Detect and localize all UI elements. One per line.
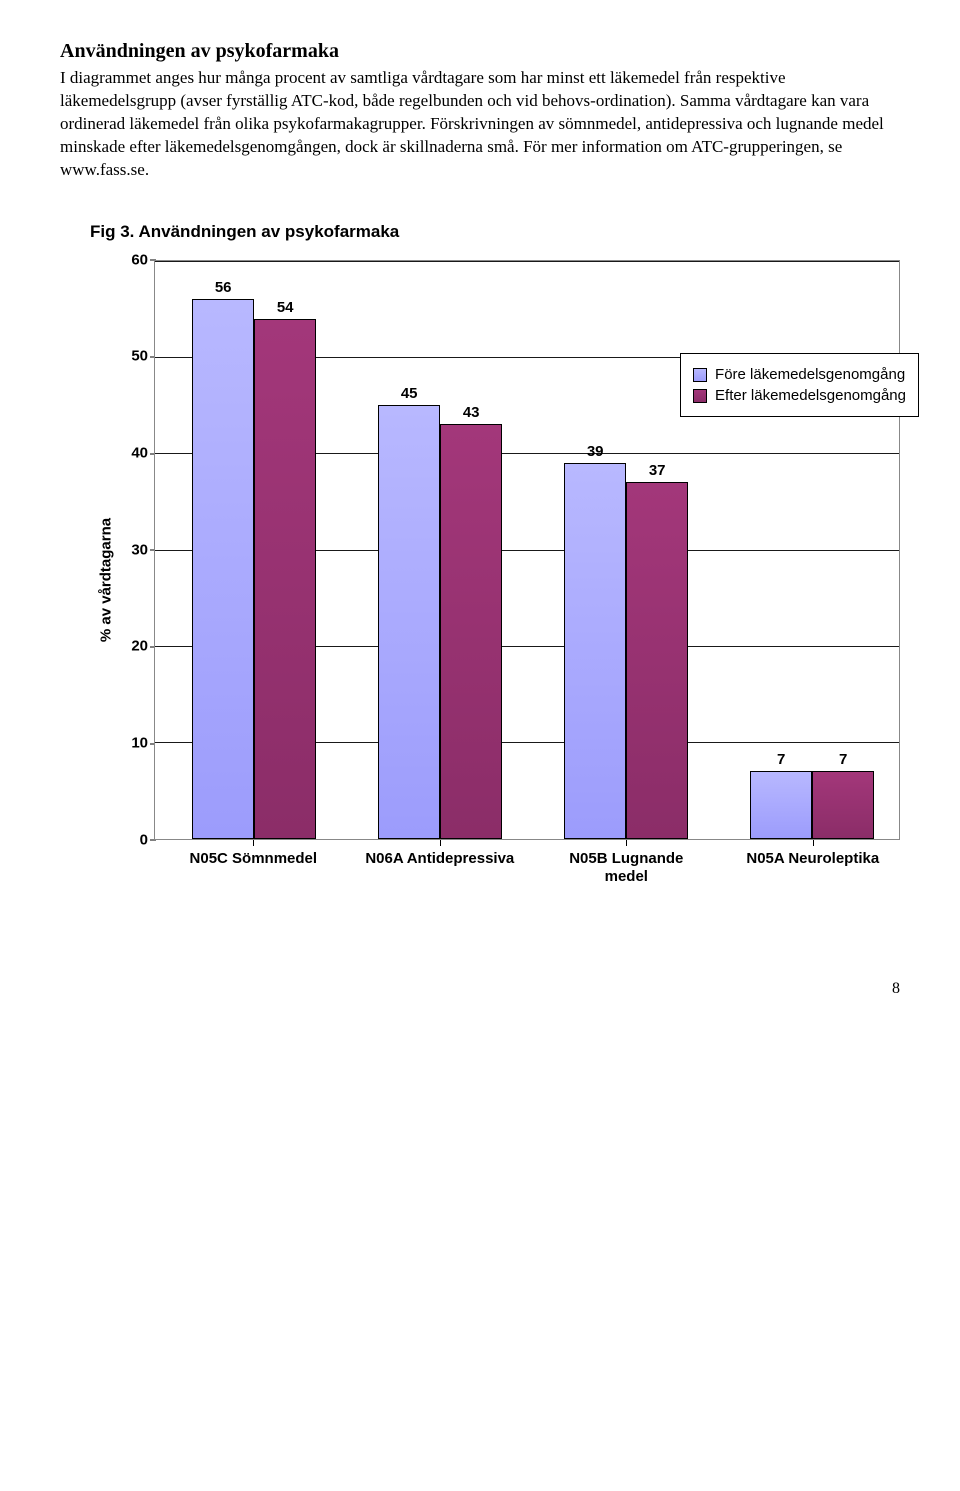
legend-label: Före läkemedelsgenomgång (715, 366, 905, 383)
legend-item: Efter läkemedelsgenomgång (693, 387, 906, 404)
chart: % av vårdtagarna 0102030405060 565445433… (60, 260, 900, 900)
x-tick-mark (253, 840, 254, 846)
chart-title: Fig 3. Användningen av psykofarmaka (90, 222, 900, 242)
bar-value-label: 45 (401, 385, 418, 402)
bar: 43 (440, 424, 502, 838)
bar-value-label: 7 (777, 751, 785, 768)
bar-value-label: 56 (215, 279, 232, 296)
bar: 56 (192, 299, 254, 838)
bar-value-label: 39 (587, 443, 604, 460)
y-tick: 40 (108, 445, 148, 462)
x-axis-label: N05A Neuroleptika (728, 850, 898, 868)
x-tick-mark (813, 840, 814, 846)
y-tick: 0 (108, 831, 148, 848)
bar: 54 (254, 319, 316, 839)
y-tick: 20 (108, 638, 148, 655)
bar: 37 (626, 482, 688, 838)
legend-swatch (693, 389, 707, 403)
x-axis-label: N05B Lugnandemedel (541, 850, 711, 886)
legend-item: Före läkemedelsgenomgång (693, 366, 906, 383)
bar: 7 (750, 771, 812, 838)
y-axis: 0102030405060 (108, 260, 148, 840)
y-tick: 50 (108, 348, 148, 365)
bar: 7 (812, 771, 874, 838)
body-paragraph: I diagrammet anges hur många procent av … (60, 67, 900, 182)
bar-value-label: 37 (649, 462, 666, 479)
y-tick: 60 (108, 251, 148, 268)
page-number: 8 (892, 980, 900, 998)
legend-swatch (693, 368, 707, 382)
y-tick: 30 (108, 541, 148, 558)
bar: 39 (564, 463, 626, 839)
x-tick-mark (440, 840, 441, 846)
x-axis-label: N05C Sömnmedel (168, 850, 338, 868)
legend: Före läkemedelsgenomgång Efter läkemedels… (680, 353, 919, 417)
bar-value-label: 54 (277, 299, 294, 316)
bar: 45 (378, 405, 440, 839)
plot-area: 56544543393777 Före läkemedelsgenomgångE… (154, 260, 900, 840)
bar-value-label: 7 (839, 751, 847, 768)
y-tick: 10 (108, 735, 148, 752)
x-axis: N05C Sömnmedel N06A Antidepressiva N05B Lu… (154, 840, 900, 900)
x-axis-label: N06A Antidepressiva (355, 850, 525, 868)
legend-label: Efter läkemedelsgenomgång (715, 387, 906, 404)
bar-value-label: 43 (463, 404, 480, 421)
section-heading: Användningen av psykofarmaka (60, 40, 900, 63)
x-tick-mark (626, 840, 627, 846)
